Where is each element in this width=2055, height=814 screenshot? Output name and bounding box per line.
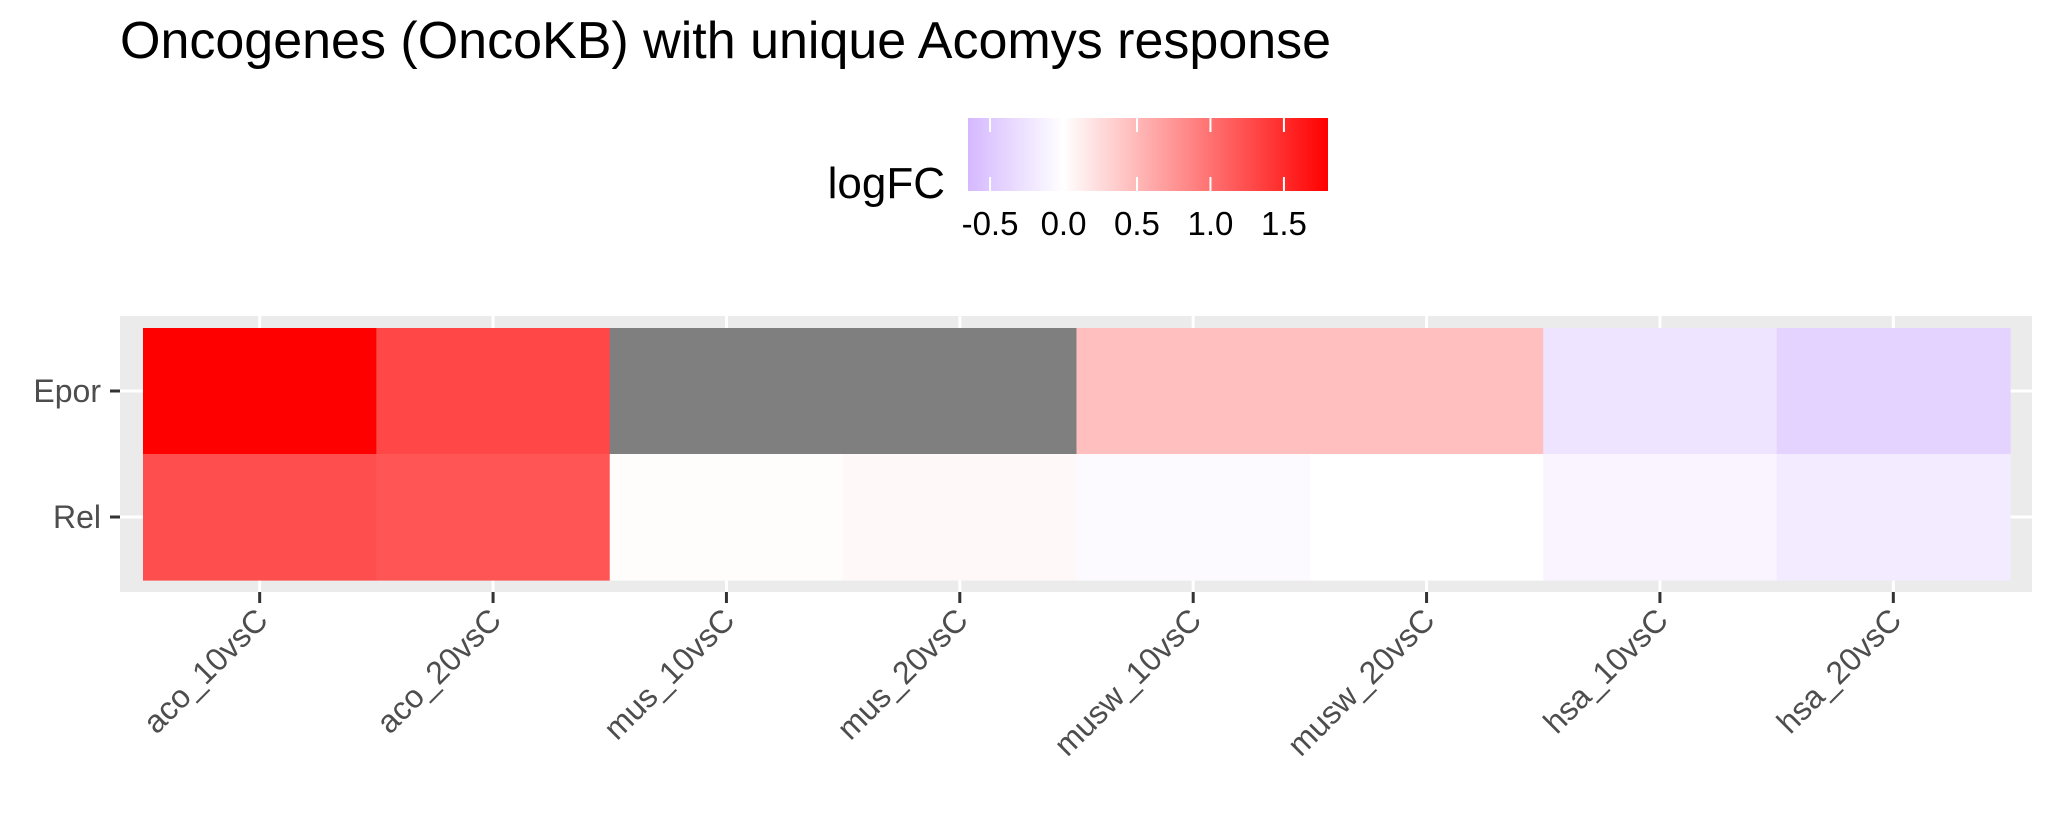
x-tick-label: mus_20vsC: [830, 601, 975, 746]
legend-tick-label: 0.5: [1114, 205, 1160, 242]
legend-color-bar: [968, 118, 1328, 191]
x-tick-label: musw_20vsC: [1280, 601, 1441, 762]
x-tick-label: hsa_10vsC: [1536, 601, 1675, 740]
legend-tick-label: 1.0: [1188, 205, 1234, 242]
heatmap-cell: [1776, 454, 2011, 581]
x-tick-label: musw_10vsC: [1047, 601, 1208, 762]
heatmap-cell: [1076, 328, 1311, 455]
heatmap-cell: [376, 328, 611, 455]
y-tick-label: Epor: [33, 373, 101, 409]
heatmap-cell: [1309, 328, 1544, 455]
x-tick-label: aco_10vsC: [136, 601, 275, 740]
legend-title: logFC: [828, 159, 945, 208]
x-tick-label: hsa_20vsC: [1770, 601, 1909, 740]
heatmap-cell: [1776, 328, 2011, 455]
heatmap-cell: [843, 454, 1078, 581]
heatmap-cell: [609, 454, 844, 581]
heatmap-cell: [1076, 454, 1311, 581]
heatmap-cell: [609, 328, 844, 455]
x-axis: aco_10vsC aco_20vsC mus_10vsC mus_20vsC musw…: [136, 592, 1908, 763]
x-tick-label: aco_20vsC: [369, 601, 508, 740]
heatmap-cells: [143, 328, 2011, 581]
legend-tick-label: 1.5: [1261, 205, 1307, 242]
heatmap-cell: [1543, 328, 1778, 455]
heatmap-cell: [376, 454, 611, 581]
chart-title: Oncogenes (OncoKB) with unique Acomys re…: [120, 12, 1331, 70]
legend-tick-label: -0.5: [962, 205, 1019, 242]
heatmap-cell: [843, 328, 1078, 455]
legend-ticks: -0.5 0.0 0.5 1.0 1.5: [962, 118, 1307, 242]
y-tick-label: Rel: [53, 499, 101, 535]
heatmap-cell: [1543, 454, 1778, 581]
legend-tick-label: 0.0: [1041, 205, 1087, 242]
y-axis: Epor Rel: [33, 373, 120, 535]
heatmap-cell: [143, 454, 377, 581]
heatmap-cell: [143, 328, 377, 455]
color-legend: logFC -0.5 0.0 0.5 1.0 1.5: [828, 118, 1328, 242]
x-tick-label: mus_10vsC: [596, 601, 741, 746]
heatmap-cell: [1309, 454, 1544, 581]
